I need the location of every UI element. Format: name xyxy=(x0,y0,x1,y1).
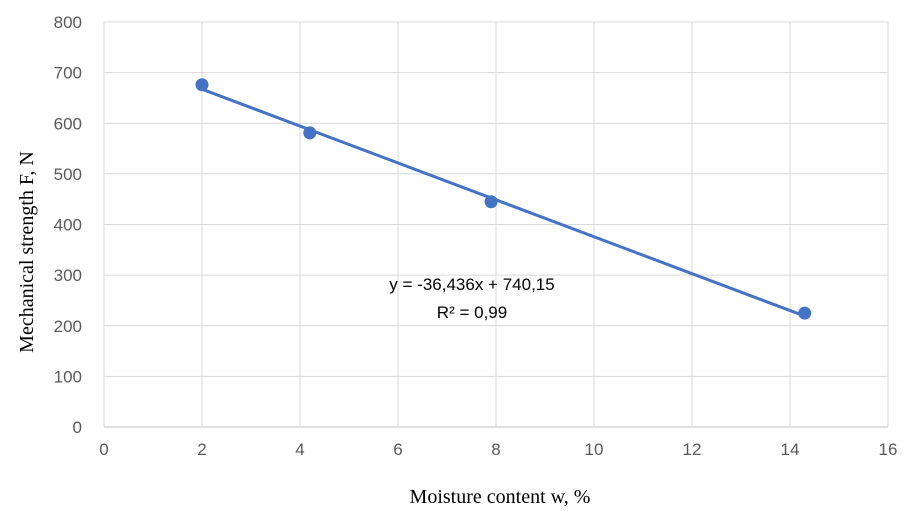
trendline xyxy=(200,87,807,318)
y-tick-label: 700 xyxy=(54,64,82,83)
x-tick-label: 8 xyxy=(491,440,500,459)
y-tick-label: 300 xyxy=(54,266,82,285)
data-points xyxy=(195,78,812,320)
y-tick-label: 400 xyxy=(54,216,82,235)
x-tick-label: 0 xyxy=(99,440,108,459)
x-tick-label: 4 xyxy=(295,440,304,459)
y-tick-label: 800 xyxy=(54,13,82,32)
trendline-equation: y = -36,436x + 740,15 xyxy=(389,275,554,294)
y-axis-title: Mechanical strength F, N xyxy=(16,151,38,353)
x-tick-label: 2 xyxy=(197,440,206,459)
y-tick-labels: 0 100 200 300 400 500 600 700 800 xyxy=(54,13,82,437)
y-tick-label: 500 xyxy=(54,165,82,184)
x-axis-title: Moisture content w, % xyxy=(410,486,591,508)
trendline-group xyxy=(200,87,807,318)
x-tick-label: 10 xyxy=(585,440,604,459)
y-tick-label: 600 xyxy=(54,114,82,133)
x-tick-label: 12 xyxy=(683,440,702,459)
x-tick-label: 14 xyxy=(781,440,800,459)
data-point xyxy=(195,78,209,92)
data-point xyxy=(303,126,317,140)
x-tick-labels: 0 2 4 6 8 10 12 14 16 xyxy=(99,440,897,459)
y-tick-label: 200 xyxy=(54,317,82,336)
y-tick-label: 0 xyxy=(73,418,82,437)
data-point xyxy=(798,306,812,320)
data-point xyxy=(484,195,498,209)
gridlines xyxy=(103,21,889,428)
x-tick-label: 6 xyxy=(393,440,402,459)
y-tick-label: 100 xyxy=(54,367,82,386)
x-tick-label: 16 xyxy=(879,440,898,459)
r-squared-label: R² = 0,99 xyxy=(437,303,507,322)
